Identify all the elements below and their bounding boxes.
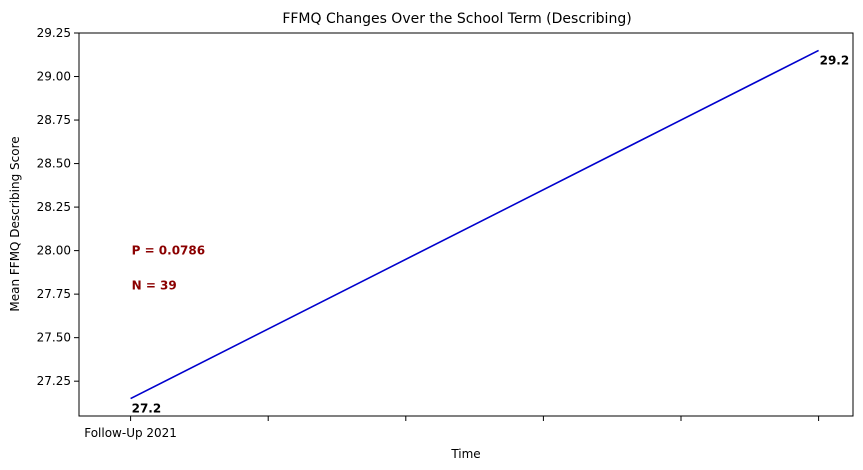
series-layer: [130, 49, 819, 400]
x-tick-label: Follow-Up 2021: [84, 426, 177, 440]
y-tick-label: 27.75: [37, 287, 71, 301]
y-tick-label: 29.00: [37, 70, 71, 84]
plot-area: 27.25 27.50 27.75 28.00 28.25 28.50 28.75 29.00…: [37, 26, 854, 440]
y-tick-label: 28.25: [37, 200, 71, 214]
y-axis-title: Mean FFMQ Describing Score: [8, 136, 22, 311]
chart-title: FFMQ Changes Over the School Term (Descr…: [282, 11, 631, 27]
y-tick-label: 27.25: [37, 374, 71, 388]
annotation-text: P = 0.0786: [132, 244, 206, 258]
y-tick-label: 28.50: [37, 157, 71, 171]
series-line: [130, 49, 819, 400]
y-tick-label: 28.75: [37, 113, 71, 127]
x-axis-title: Time: [450, 447, 480, 461]
data-label: 29.2: [820, 53, 850, 67]
plot-frame: [78, 32, 854, 417]
annotation-text: N = 39: [132, 278, 177, 292]
y-tick-label: 27.50: [37, 331, 71, 345]
y-tick-label: 29.25: [37, 26, 71, 40]
data-label: 27.2: [132, 402, 162, 416]
label-layer: 27.2 29.2 P = 0.0786 N = 39: [132, 53, 850, 415]
y-tick-label: 28.00: [37, 244, 71, 258]
